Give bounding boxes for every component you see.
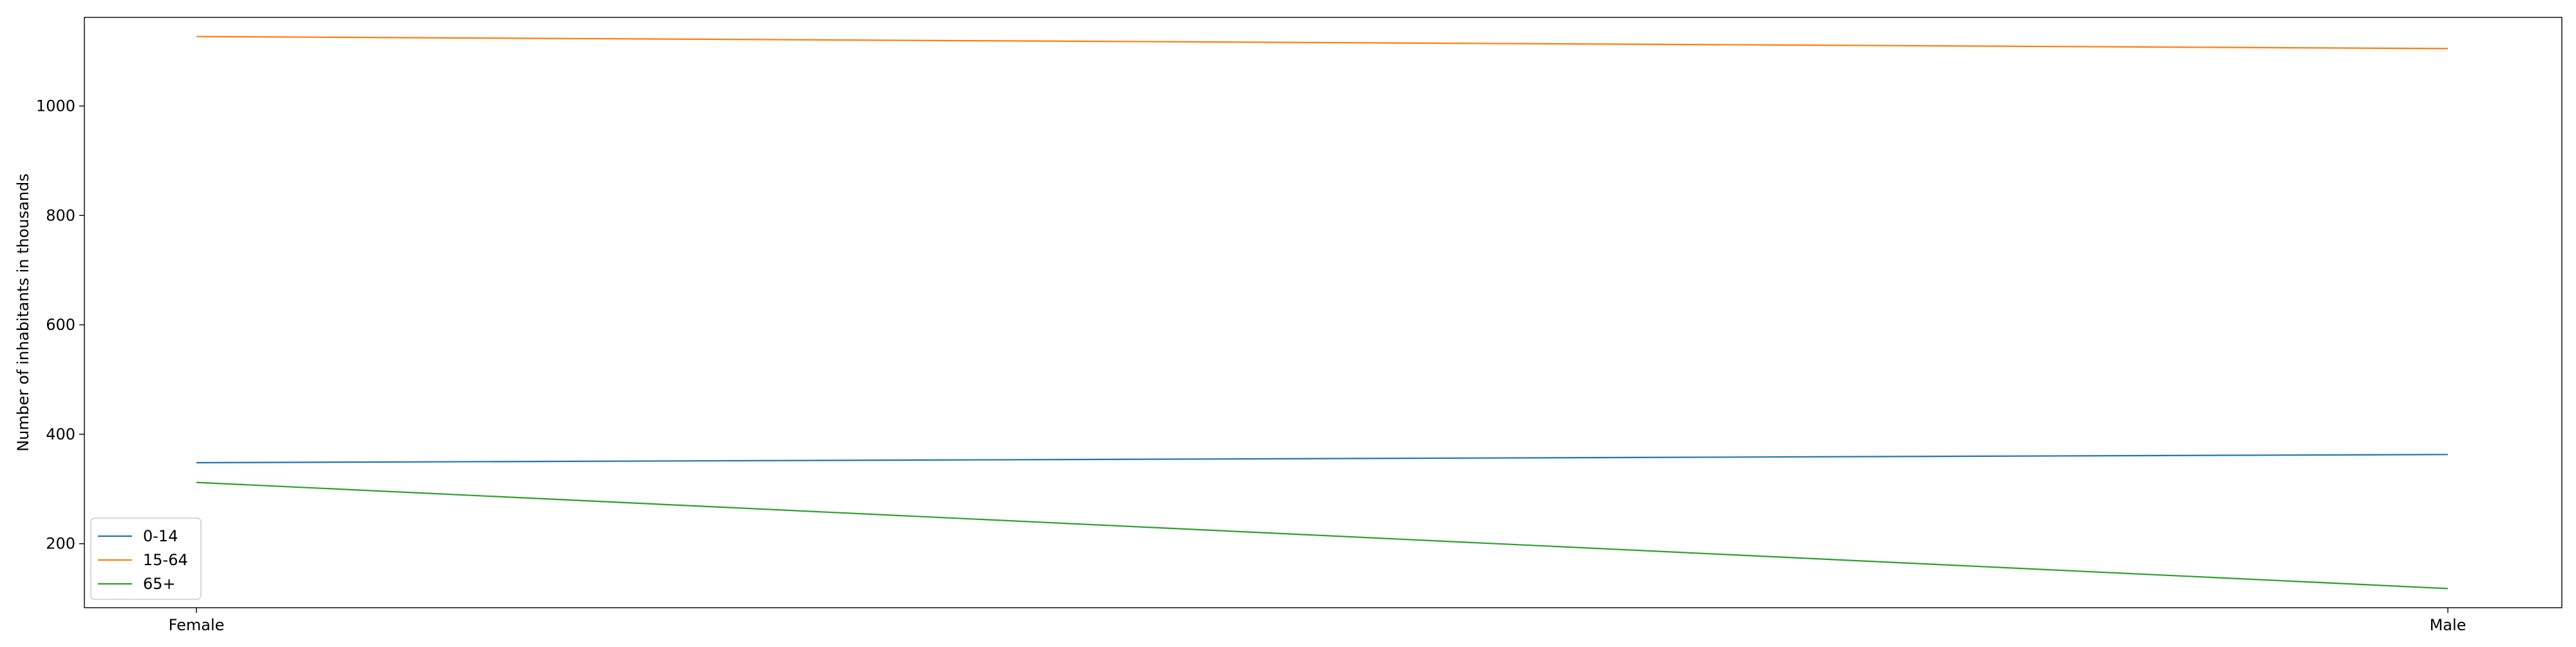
y-tick-label: 400 xyxy=(46,425,75,443)
y-tick-label: 600 xyxy=(46,316,75,334)
y-axis-label: Number of inhabitants in thousands xyxy=(14,173,32,452)
legend-label: 15-64 xyxy=(143,551,188,569)
x-axis: Female Male xyxy=(169,608,2467,634)
y-tick-label: 200 xyxy=(46,535,75,553)
x-tick-label: Female xyxy=(169,616,225,634)
x-tick-label: Male xyxy=(2430,616,2467,634)
y-axis: 200 400 600 800 1000 xyxy=(36,97,84,553)
y-tick-label: 800 xyxy=(46,206,75,224)
y-tick-label: 1000 xyxy=(36,97,75,115)
plot-background xyxy=(84,17,2562,608)
legend: 0-14 15-64 65+ xyxy=(91,518,201,599)
legend-label: 65+ xyxy=(143,575,176,593)
legend-label: 0-14 xyxy=(143,527,178,545)
